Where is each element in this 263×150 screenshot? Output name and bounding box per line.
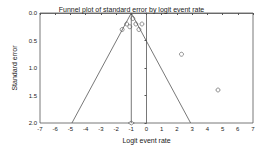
svg-text:0: 0 bbox=[145, 126, 149, 132]
svg-text:0.0: 0.0 bbox=[29, 10, 38, 16]
svg-text:-5: -5 bbox=[68, 126, 74, 132]
svg-text:1.0: 1.0 bbox=[29, 65, 38, 71]
svg-text:Standard error: Standard error bbox=[11, 45, 18, 91]
svg-text:1.5: 1.5 bbox=[29, 93, 38, 99]
svg-text:3: 3 bbox=[190, 126, 194, 132]
svg-text:2: 2 bbox=[175, 126, 179, 132]
svg-text:-3: -3 bbox=[98, 126, 104, 132]
svg-text:4: 4 bbox=[206, 126, 210, 132]
svg-text:6: 6 bbox=[236, 126, 240, 132]
svg-text:-4: -4 bbox=[83, 126, 89, 132]
svg-text:1: 1 bbox=[160, 126, 164, 132]
svg-text:-1: -1 bbox=[129, 126, 135, 132]
svg-text:Funnel plot of standard error: Funnel plot of standard error by logit e… bbox=[59, 6, 205, 14]
svg-text:2.0: 2.0 bbox=[29, 120, 38, 126]
svg-text:-7: -7 bbox=[37, 126, 43, 132]
svg-text:7: 7 bbox=[251, 126, 255, 132]
svg-text:Logit event rate: Logit event rate bbox=[122, 137, 170, 145]
svg-text:0.5: 0.5 bbox=[29, 38, 38, 44]
svg-text:-2: -2 bbox=[113, 126, 119, 132]
svg-text:5: 5 bbox=[221, 126, 225, 132]
svg-text:-6: -6 bbox=[53, 126, 59, 132]
